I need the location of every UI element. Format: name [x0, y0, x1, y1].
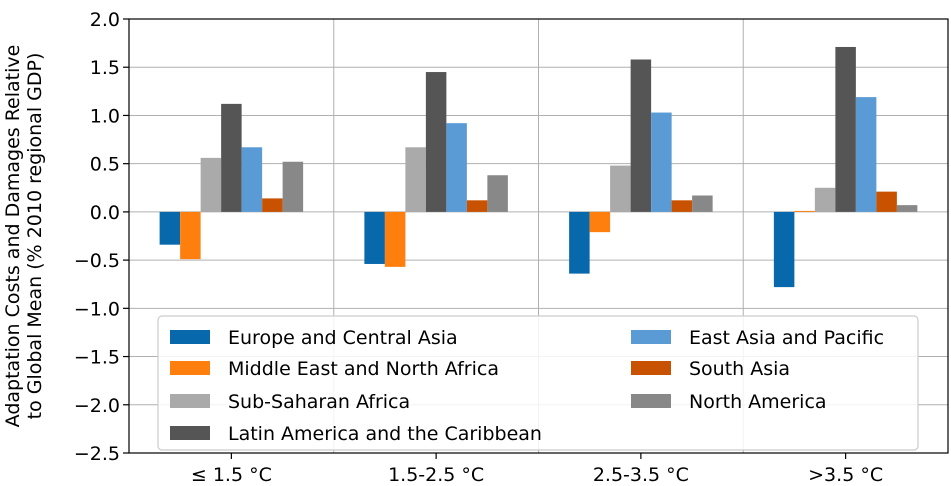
- x-tick-label: 2.5-3.5 °C: [593, 464, 689, 486]
- legend-entry: Latin America and the Caribbean: [170, 423, 542, 445]
- bars: [159, 46, 918, 288]
- bar: [466, 200, 488, 212]
- legend-swatch: [631, 394, 671, 408]
- legend-entry: Europe and Central Asia: [170, 327, 458, 349]
- legend-label: Europe and Central Asia: [228, 327, 458, 349]
- bar: [630, 59, 652, 212]
- x-axis-ticks: ≤ 1.5 °C 1.5-2.5 °C 2.5-3.5 °C >3.5 °C: [191, 453, 883, 486]
- legend-swatch: [631, 330, 671, 344]
- bar: [794, 210, 815, 212]
- bar: [835, 46, 856, 212]
- y-tick-label: 2.0: [90, 9, 120, 31]
- bar: [896, 205, 918, 212]
- legend-label: South Asia: [689, 358, 790, 380]
- bar: [692, 195, 713, 212]
- bar: [610, 165, 631, 212]
- legend-entry: Sub-Saharan Africa: [170, 391, 410, 413]
- x-tick-label: ≤ 1.5 °C: [191, 464, 272, 486]
- legend-label: Latin America and the Caribbean: [228, 423, 542, 445]
- y-tick-label: 1.5: [90, 57, 120, 79]
- bar: [384, 211, 406, 267]
- legend-label: Sub-Saharan Africa: [228, 391, 410, 413]
- bar: [282, 161, 304, 212]
- bar: [589, 211, 611, 233]
- legend-entry: North America: [631, 391, 827, 413]
- legend-label: Middle East and North Africa: [228, 358, 499, 380]
- bar: [876, 191, 897, 212]
- bar: [405, 147, 426, 212]
- bar: [671, 200, 693, 212]
- bar: [159, 211, 181, 245]
- legend: Europe and Central Asia East Asia and Pac…: [157, 315, 919, 451]
- bar: [221, 103, 242, 212]
- legend-entry: East Asia and Pacific: [631, 327, 884, 349]
- legend-swatch: [631, 361, 671, 375]
- y-tick-label: −1.5: [74, 347, 120, 369]
- bar: [425, 72, 447, 212]
- legend-entry: Middle East and North Africa: [170, 358, 499, 380]
- legend-swatch: [170, 361, 210, 375]
- legend-swatch: [170, 426, 210, 440]
- bar: [200, 157, 222, 212]
- bar: [487, 175, 508, 212]
- plot-frame: [128, 18, 949, 454]
- bar: [364, 211, 385, 264]
- y-axis-ticks: −2.5 −2.0 −1.5 −1.0 −0.5 0.0 0.5 1.0 1.5 2.0: [74, 9, 129, 465]
- legend-label: East Asia and Pacific: [689, 327, 884, 349]
- y-axis-label: Adaptation Costs and Damages Relative to…: [2, 45, 46, 428]
- bar: [773, 211, 795, 288]
- y-axis-label-line-1: Adaptation Costs and Damages Relative: [2, 45, 24, 428]
- bar: [262, 198, 283, 212]
- y-tick-label: −0.5: [74, 250, 120, 272]
- y-tick-label: 0.5: [90, 154, 120, 176]
- legend-swatch: [170, 330, 210, 344]
- bar: [651, 112, 672, 212]
- bar: [241, 147, 263, 212]
- bar: [569, 211, 590, 274]
- y-tick-label: 0.0: [90, 202, 120, 224]
- y-tick-label: −2.5: [74, 443, 120, 465]
- bar: [814, 187, 836, 212]
- legend-frame: [157, 315, 919, 451]
- y-axis-label-line-2: to Global Mean (% 2010 regional GDP): [24, 53, 46, 420]
- x-tick-label: >3.5 °C: [808, 464, 883, 486]
- y-tick-label: −1.0: [74, 298, 120, 320]
- y-tick-label: 1.0: [90, 105, 120, 127]
- legend-swatch: [170, 394, 210, 408]
- legend-entry: South Asia: [631, 358, 790, 380]
- y-tick-label: −2.0: [74, 395, 120, 417]
- bar: [180, 211, 201, 260]
- legend-label: North America: [689, 391, 827, 413]
- bar: [446, 123, 467, 212]
- x-tick-label: 1.5-2.5 °C: [388, 464, 484, 486]
- bar: [855, 97, 877, 212]
